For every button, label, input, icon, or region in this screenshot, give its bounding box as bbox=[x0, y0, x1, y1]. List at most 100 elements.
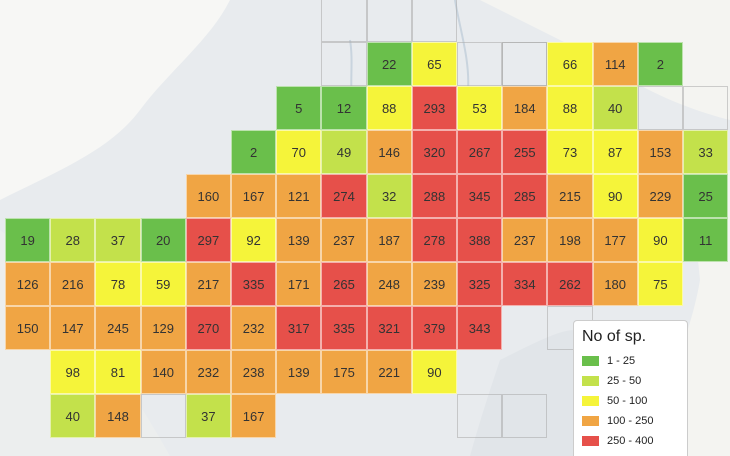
grid-cell[interactable]: 175 bbox=[321, 350, 367, 394]
grid-cell[interactable]: 262 bbox=[547, 262, 593, 306]
grid-cell[interactable]: 129 bbox=[140, 306, 186, 350]
grid-cell-empty bbox=[321, 42, 367, 86]
grid-cell[interactable]: 345 bbox=[457, 174, 503, 218]
grid-cell[interactable]: 335 bbox=[231, 262, 277, 306]
grid-cell[interactable]: 325 bbox=[457, 262, 503, 306]
grid-cell[interactable]: 335 bbox=[321, 306, 367, 350]
grid-cell[interactable]: 81 bbox=[95, 350, 141, 394]
grid-cell[interactable]: 229 bbox=[637, 174, 683, 218]
grid-cell[interactable]: 239 bbox=[411, 262, 457, 306]
grid-cell[interactable]: 98 bbox=[50, 350, 96, 394]
grid-cell[interactable]: 40 bbox=[50, 394, 96, 438]
grid-cell[interactable]: 73 bbox=[547, 130, 593, 174]
grid-cell[interactable]: 288 bbox=[411, 174, 457, 218]
grid-cell[interactable]: 334 bbox=[502, 262, 548, 306]
grid-cell[interactable]: 114 bbox=[592, 42, 638, 86]
legend-item: 50 - 100 bbox=[582, 392, 687, 410]
grid-cell[interactable]: 49 bbox=[321, 130, 367, 174]
grid-cell[interactable]: 153 bbox=[637, 130, 683, 174]
grid-cell[interactable]: 274 bbox=[321, 174, 367, 218]
legend: No of sp. 1 - 25 25 - 50 50 - 100 100 - 250… bbox=[573, 320, 688, 456]
grid-cell[interactable]: 160 bbox=[185, 174, 231, 218]
grid-cell[interactable]: 121 bbox=[276, 174, 322, 218]
grid-cell[interactable]: 90 bbox=[637, 218, 683, 262]
grid-cell[interactable]: 198 bbox=[547, 218, 593, 262]
legend-item: 25 - 50 bbox=[582, 372, 687, 390]
grid-cell[interactable]: 180 bbox=[592, 262, 638, 306]
grid-cell[interactable]: 126 bbox=[5, 262, 51, 306]
grid-cell[interactable]: 139 bbox=[276, 350, 322, 394]
grid-cell[interactable]: 53 bbox=[457, 86, 503, 130]
grid-cell[interactable]: 388 bbox=[457, 218, 503, 262]
grid-cell[interactable]: 167 bbox=[231, 394, 277, 438]
grid-cell[interactable]: 40 bbox=[592, 86, 638, 130]
grid-cell[interactable]: 65 bbox=[411, 42, 457, 86]
grid-cell[interactable]: 59 bbox=[140, 262, 186, 306]
grid-cell[interactable]: 265 bbox=[321, 262, 367, 306]
legend-swatch bbox=[582, 436, 599, 446]
grid-cell[interactable]: 37 bbox=[95, 218, 141, 262]
grid-cell[interactable]: 321 bbox=[366, 306, 412, 350]
grid-cell[interactable]: 78 bbox=[95, 262, 141, 306]
grid-cell[interactable]: 87 bbox=[592, 130, 638, 174]
grid-cell[interactable]: 177 bbox=[592, 218, 638, 262]
grid-cell[interactable]: 320 bbox=[411, 130, 457, 174]
grid-cell[interactable]: 20 bbox=[140, 218, 186, 262]
grid-cell[interactable]: 140 bbox=[140, 350, 186, 394]
grid-cell-empty bbox=[502, 42, 548, 86]
grid-cell[interactable]: 267 bbox=[457, 130, 503, 174]
grid-cell[interactable]: 28 bbox=[50, 218, 96, 262]
grid-cell[interactable]: 11 bbox=[683, 218, 729, 262]
grid-cell[interactable]: 237 bbox=[321, 218, 367, 262]
grid-cell[interactable]: 270 bbox=[185, 306, 231, 350]
grid-cell-empty bbox=[140, 394, 186, 438]
grid-cell[interactable]: 232 bbox=[231, 306, 277, 350]
grid-cell[interactable]: 66 bbox=[547, 42, 593, 86]
grid-cell[interactable]: 238 bbox=[231, 350, 277, 394]
grid-cell[interactable]: 139 bbox=[276, 218, 322, 262]
grid-cell[interactable]: 33 bbox=[683, 130, 729, 174]
grid-cell[interactable]: 88 bbox=[547, 86, 593, 130]
grid-cell[interactable]: 92 bbox=[231, 218, 277, 262]
grid-cell[interactable]: 148 bbox=[95, 394, 141, 438]
grid-cell[interactable]: 317 bbox=[276, 306, 322, 350]
grid-cell[interactable]: 255 bbox=[502, 130, 548, 174]
grid-cell[interactable]: 2 bbox=[637, 42, 683, 86]
grid-cell[interactable]: 75 bbox=[637, 262, 683, 306]
grid-cell[interactable]: 232 bbox=[185, 350, 231, 394]
grid-cell[interactable]: 184 bbox=[502, 86, 548, 130]
grid-cell[interactable]: 32 bbox=[366, 174, 412, 218]
grid-cell[interactable]: 248 bbox=[366, 262, 412, 306]
grid-cell[interactable]: 187 bbox=[366, 218, 412, 262]
grid-cell[interactable]: 90 bbox=[411, 350, 457, 394]
grid-cell[interactable]: 37 bbox=[185, 394, 231, 438]
grid-cell[interactable]: 217 bbox=[185, 262, 231, 306]
grid-cell[interactable]: 12 bbox=[321, 86, 367, 130]
grid-cell[interactable]: 285 bbox=[502, 174, 548, 218]
grid-cell[interactable]: 379 bbox=[411, 306, 457, 350]
grid-cell[interactable]: 19 bbox=[5, 218, 51, 262]
grid-cell[interactable]: 146 bbox=[366, 130, 412, 174]
grid-cell[interactable]: 245 bbox=[95, 306, 141, 350]
grid-cell[interactable]: 278 bbox=[411, 218, 457, 262]
grid-cell[interactable]: 216 bbox=[50, 262, 96, 306]
grid-cell[interactable]: 221 bbox=[366, 350, 412, 394]
grid-cell[interactable]: 150 bbox=[5, 306, 51, 350]
grid-cell[interactable]: 88 bbox=[366, 86, 412, 130]
grid-cell[interactable]: 171 bbox=[276, 262, 322, 306]
grid-cell[interactable]: 22 bbox=[366, 42, 412, 86]
grid-cell[interactable]: 90 bbox=[592, 174, 638, 218]
grid-cell[interactable]: 237 bbox=[502, 218, 548, 262]
grid-cell[interactable]: 297 bbox=[185, 218, 231, 262]
grid-cell[interactable]: 5 bbox=[276, 86, 322, 130]
grid-cell[interactable]: 70 bbox=[276, 130, 322, 174]
grid-cell[interactable]: 293 bbox=[411, 86, 457, 130]
grid-cell[interactable]: 25 bbox=[683, 174, 729, 218]
grid-cell[interactable]: 2 bbox=[231, 130, 277, 174]
grid-cell[interactable]: 147 bbox=[50, 306, 96, 350]
grid-cell[interactable]: 343 bbox=[457, 306, 503, 350]
grid-cell[interactable]: 167 bbox=[231, 174, 277, 218]
grid-cell[interactable]: 215 bbox=[547, 174, 593, 218]
grid-cell-empty bbox=[366, 0, 412, 42]
